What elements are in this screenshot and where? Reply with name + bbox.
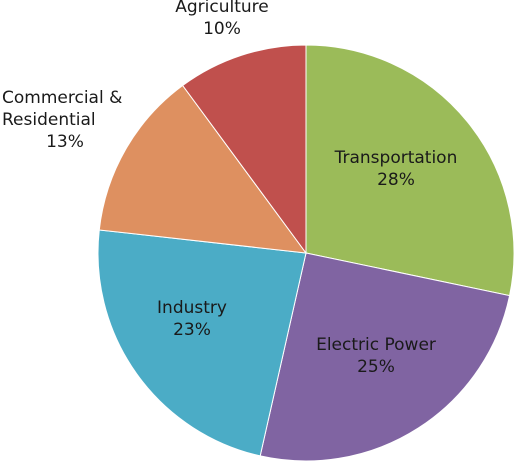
pie-slice-electric-power — [259, 252, 511, 462]
slice-value-agriculture: 10% — [203, 19, 241, 39]
slice-name-commercial-and-residential-line-2: Residential — [2, 110, 96, 130]
slice-name-agriculture: Agriculture — [175, 0, 269, 17]
slice-name-electric-power: Electric Power — [316, 335, 436, 355]
slice-value-industry: 23% — [173, 320, 211, 340]
slice-value-transportation: 28% — [377, 170, 415, 190]
pie-slice-industry — [97, 229, 307, 457]
slice-label-agriculture: Agriculture 10% — [175, 0, 269, 39]
pie-slice-transportation — [305, 44, 515, 297]
pie-slice-commercial-and-residential — [98, 84, 308, 254]
slice-name-transportation: Transportation — [334, 148, 458, 168]
slice-name-commercial-and-residential-line-1: Commercial & — [2, 88, 122, 108]
slice-value-commercial-and-residential: 13% — [46, 132, 84, 152]
slice-name-industry: Industry — [157, 298, 227, 318]
slice-value-electric-power: 25% — [357, 357, 395, 377]
pie-slice-agriculture — [181, 44, 307, 255]
